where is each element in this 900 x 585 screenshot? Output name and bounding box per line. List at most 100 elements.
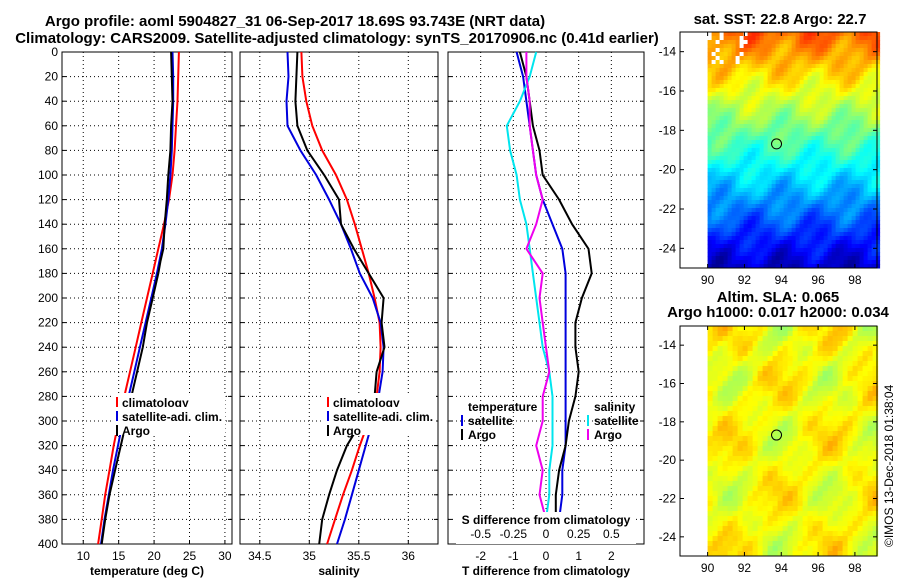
map-cell (837, 486, 844, 492)
map-cell (747, 376, 754, 382)
map-cell (759, 140, 765, 145)
map-cell (777, 341, 784, 347)
map-cell (872, 446, 879, 452)
map-cell (875, 112, 881, 117)
map-cell (771, 212, 777, 217)
map-cell (797, 541, 804, 547)
map-cell (797, 431, 804, 437)
map-cell (707, 401, 714, 407)
map-cell (867, 212, 873, 217)
map-cell (832, 366, 839, 372)
map-cell (795, 184, 801, 189)
map-cell (747, 436, 754, 442)
map-cell (735, 92, 741, 97)
map-cell (737, 516, 744, 522)
map-cell (837, 391, 844, 397)
map-cell (842, 536, 849, 542)
map-cell (767, 536, 774, 542)
map-cell (762, 531, 769, 537)
map-cell (757, 486, 764, 492)
map-cell (762, 336, 769, 342)
map-cell (787, 441, 794, 447)
map-cell (831, 224, 837, 229)
map-cell (723, 220, 729, 225)
map-cell (807, 264, 813, 269)
map-cell (839, 204, 845, 209)
map-y-tick-label: -16 (659, 377, 677, 391)
map-cell (731, 236, 737, 241)
map-cell (847, 160, 853, 165)
map-cell (767, 236, 773, 241)
map-cell (855, 224, 861, 229)
map-cell (717, 511, 724, 517)
map-cell (791, 264, 797, 269)
map-cell (839, 168, 845, 173)
map-cell (757, 491, 764, 497)
map-cell (727, 501, 734, 507)
map-cell (839, 252, 845, 257)
map-cell (727, 200, 733, 205)
map-cell (752, 511, 759, 517)
map-cell (815, 232, 821, 237)
map-cell (859, 168, 865, 173)
map-cell (727, 376, 734, 382)
map-cell (843, 144, 849, 149)
map-cell (857, 536, 864, 542)
map-cell (767, 361, 774, 367)
map-cell (791, 228, 797, 233)
map-cell (797, 406, 804, 412)
map-cell (817, 451, 824, 457)
map-cell (827, 466, 834, 472)
map-cell (782, 551, 789, 557)
map-cell (717, 341, 724, 347)
map-cell (711, 240, 717, 245)
map-cell (707, 264, 713, 269)
map-cell (712, 391, 719, 397)
map-cell (743, 224, 749, 229)
map-cell (783, 200, 789, 205)
map-cell (807, 164, 813, 169)
map-cell (755, 128, 761, 133)
map-cell (827, 64, 833, 69)
map-cell (843, 260, 849, 265)
map-cell (775, 36, 781, 41)
map-cell (863, 224, 869, 229)
map-cell (719, 60, 725, 65)
map-cell (747, 148, 753, 153)
map-cell (707, 356, 714, 362)
map-cell (802, 456, 809, 462)
map-cell (787, 72, 793, 77)
map-cell (779, 72, 785, 77)
map-cell (791, 192, 797, 197)
map-cell (802, 546, 809, 552)
map-cell (863, 240, 869, 245)
map-cell (867, 526, 874, 532)
map-cell (847, 386, 854, 392)
map-cell (791, 156, 797, 161)
map-cell (775, 192, 781, 197)
map-cell (717, 541, 724, 547)
map-cell (831, 144, 837, 149)
map-cell (872, 516, 879, 522)
map-cell (712, 526, 719, 532)
map-cell (819, 176, 825, 181)
map-cell (767, 76, 773, 81)
map-cell (783, 92, 789, 97)
map-cell (782, 396, 789, 402)
map-cell (855, 256, 861, 261)
map-cell (831, 240, 837, 245)
map-cell (795, 84, 801, 89)
map-cell (787, 160, 793, 165)
map-cell (755, 92, 761, 97)
map-cell (732, 546, 739, 552)
map-cell (723, 188, 729, 193)
map-cell (742, 511, 749, 517)
map-cell (735, 144, 741, 149)
map-cell (743, 144, 749, 149)
map-cell (737, 526, 744, 532)
map-y-tick-label: -20 (659, 453, 677, 467)
map-cell (747, 160, 753, 165)
map-cell (823, 228, 829, 233)
map-cell (759, 76, 765, 81)
map-cell (775, 88, 781, 93)
